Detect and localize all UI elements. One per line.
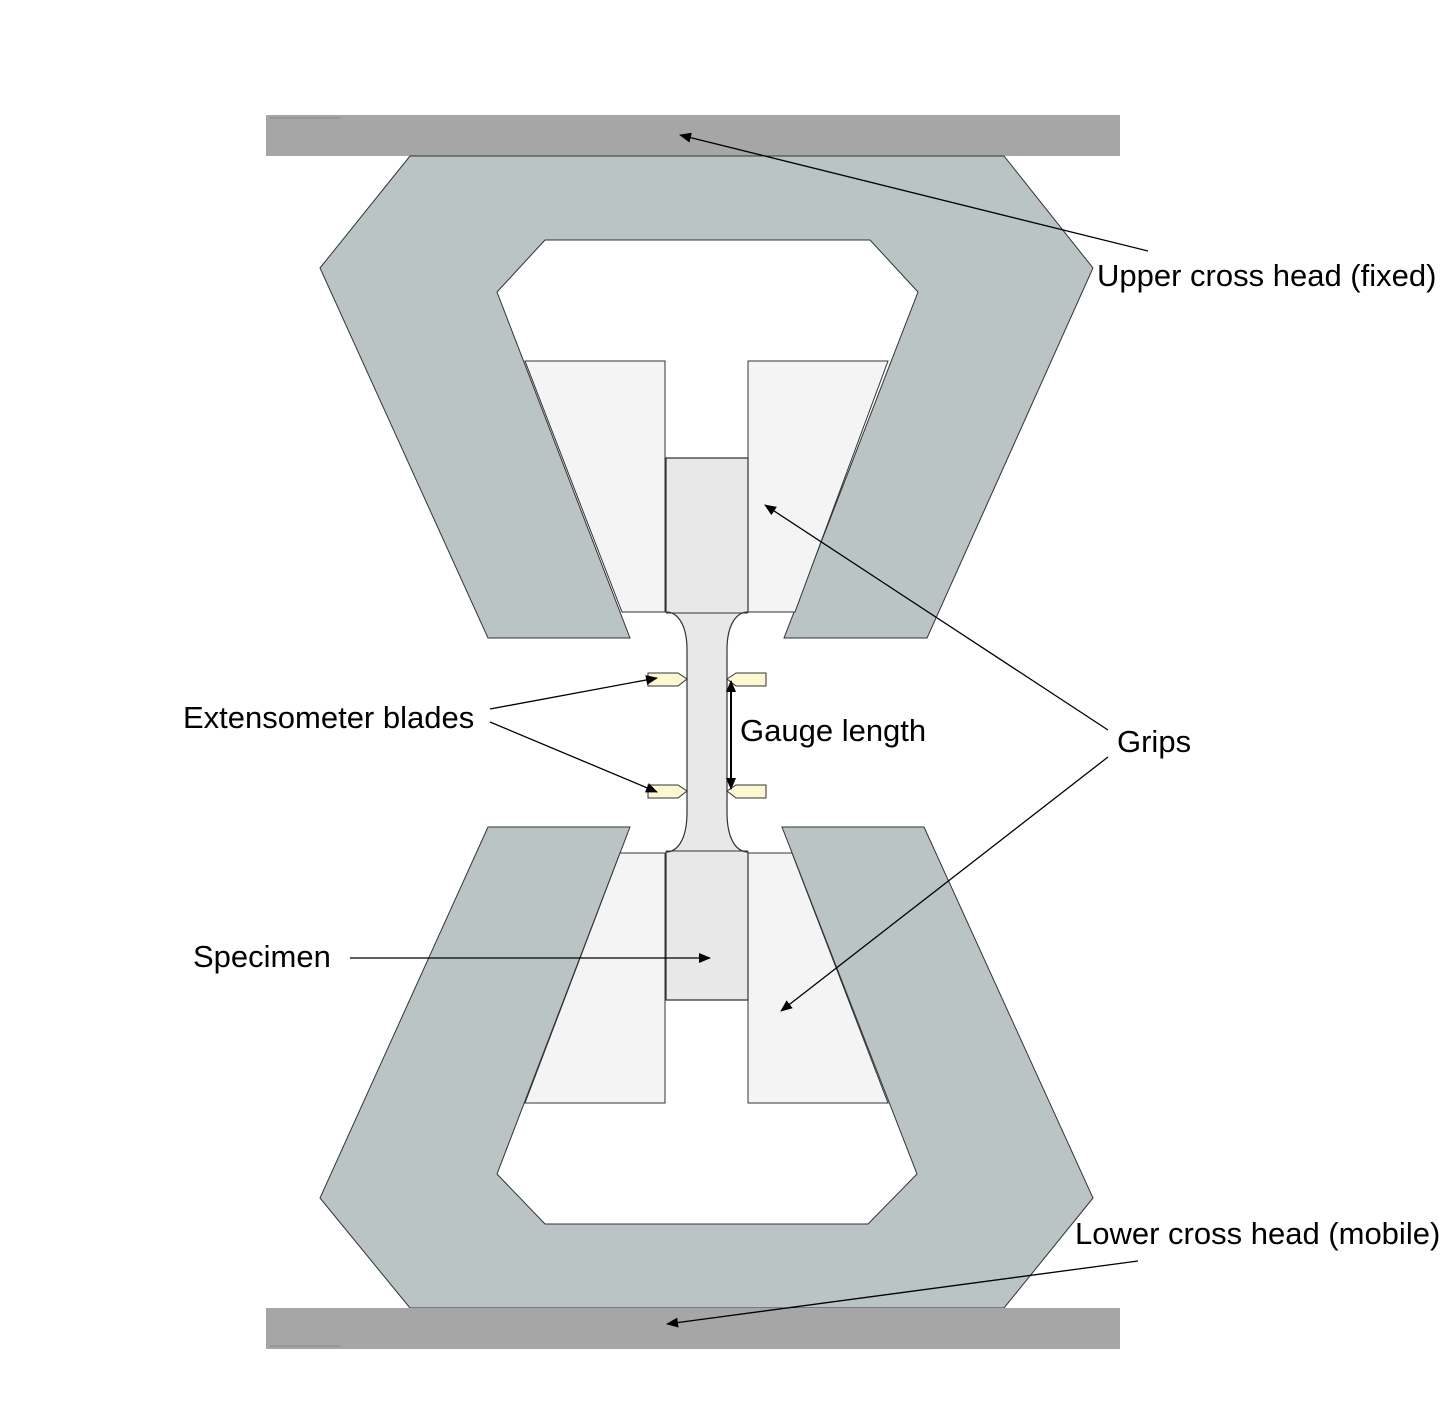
lower-cross-head-leader <box>666 1260 1139 1328</box>
specimen <box>665 457 749 1001</box>
grips-leader-lower <box>780 756 1109 1012</box>
extensometer-leader-upper <box>489 675 658 710</box>
upper-cross-head-bar <box>266 115 1120 156</box>
lower-cross-head-label: Lower cross head (mobile) <box>1075 1216 1440 1251</box>
lower-grip-right <box>747 852 889 1104</box>
gauge-length-label: Gauge length <box>740 713 926 748</box>
lower-cross-head-bar <box>266 1308 1120 1349</box>
lower-grip-left <box>524 852 666 1104</box>
upper-cross-head-label: Upper cross head (fixed) <box>1097 258 1436 293</box>
grips-label: Grips <box>1117 724 1191 759</box>
extensometer-blade-lower-right <box>726 784 767 799</box>
extensometer-blade-lower-left <box>647 784 688 799</box>
extensometer-blade-upper-right <box>726 672 767 687</box>
extensometer-blades-label: Extensometer blades <box>183 700 474 735</box>
upper-frame <box>319 155 1094 639</box>
extensometer-leader-lower <box>489 721 658 793</box>
upper-cross-head-leader <box>679 132 1149 252</box>
extensometer-blade-upper-left <box>647 672 688 687</box>
upper-grip-left <box>524 360 666 613</box>
specimen-label: Specimen <box>193 939 331 974</box>
grips-leader-upper <box>764 504 1109 731</box>
